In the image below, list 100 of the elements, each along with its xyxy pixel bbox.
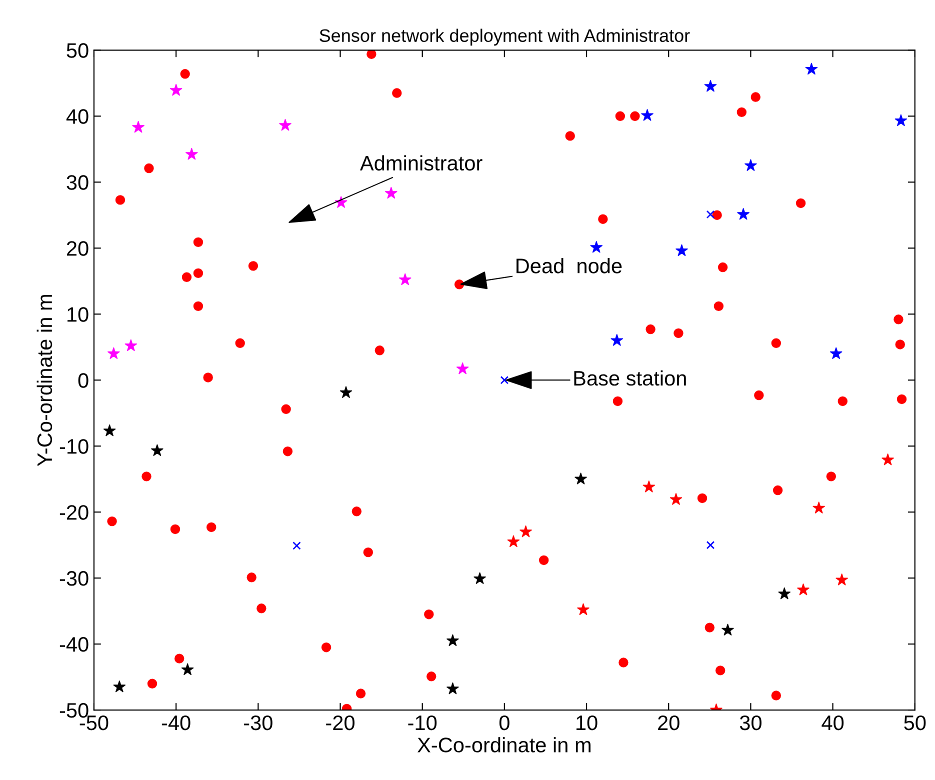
point [103,424,116,436]
x-tick-label: 10 [576,715,598,730]
point [538,555,549,566]
point [340,386,352,398]
point [754,390,764,400]
y-tick-label: -40 [60,637,88,652]
point [706,210,715,219]
point [796,198,806,208]
point [712,210,722,220]
x-tick-label: 0 [499,715,510,730]
point [174,654,184,664]
point [132,120,145,133]
point [426,672,436,682]
y-tick-label: 50 [66,43,88,58]
x-tick-label: -10 [408,715,437,730]
x-axis-title: X-Co-ordinate in m [417,737,590,752]
point [750,92,760,102]
point [737,208,750,220]
point [185,148,198,160]
point [142,472,152,482]
x-tick-label: -40 [162,715,190,730]
point [736,107,747,118]
point [203,372,213,382]
point [248,261,258,271]
x-tick-label: -30 [244,715,272,730]
x-tick-label: -20 [326,715,354,730]
x-tick-label: 20 [658,715,680,730]
point [206,522,216,532]
point [838,396,848,406]
point [836,573,848,586]
point [456,362,469,374]
point [181,663,194,676]
point [590,240,603,253]
y-tick-label: -20 [60,505,88,520]
point [398,273,412,286]
point [107,347,120,360]
point [519,525,532,538]
point [642,480,656,492]
point [771,690,782,700]
point [894,314,904,324]
point [615,111,626,122]
point [796,583,810,596]
point [674,328,684,338]
point [321,642,332,652]
point [704,80,717,92]
point [107,516,117,526]
point [576,603,590,616]
point [115,195,126,205]
point [281,404,291,414]
point [193,237,204,248]
point [193,268,204,278]
point [778,587,791,600]
chart-title: Sensor network deployment with Administrator [320,28,690,46]
point [771,338,782,348]
point [363,547,374,558]
point [374,346,385,356]
point [574,472,588,484]
point [675,244,688,256]
point [812,502,826,514]
point [646,324,656,334]
point [697,493,708,504]
point [180,69,190,79]
point [670,492,682,505]
point [147,678,158,688]
point [598,214,608,224]
point [744,159,758,172]
point [424,609,434,620]
point [170,84,182,96]
point [706,540,715,550]
x-tick-label: 30 [740,715,762,730]
point [446,682,460,694]
point [715,666,726,676]
point [500,376,509,384]
point [356,688,366,698]
y-axis-title: Y-Co-ordinate in m [36,294,52,466]
y-tick-label: -50 [60,703,88,718]
point [610,334,624,346]
point [805,62,818,75]
y-tick-label: 40 [66,109,88,124]
point [640,108,654,121]
annotation: Base station [574,370,686,386]
point [256,604,266,614]
point [246,572,256,582]
point [826,472,836,482]
point [895,340,905,350]
y-tick-label: -30 [60,571,88,586]
point [282,446,293,456]
point [392,88,402,98]
point [618,658,628,668]
point [235,338,245,348]
point [714,301,724,312]
point [384,186,398,199]
point [718,262,728,272]
point [124,339,138,352]
point [278,118,292,131]
point [830,347,842,360]
point [721,624,734,636]
point [896,394,907,404]
point [474,572,486,584]
point [565,131,575,141]
